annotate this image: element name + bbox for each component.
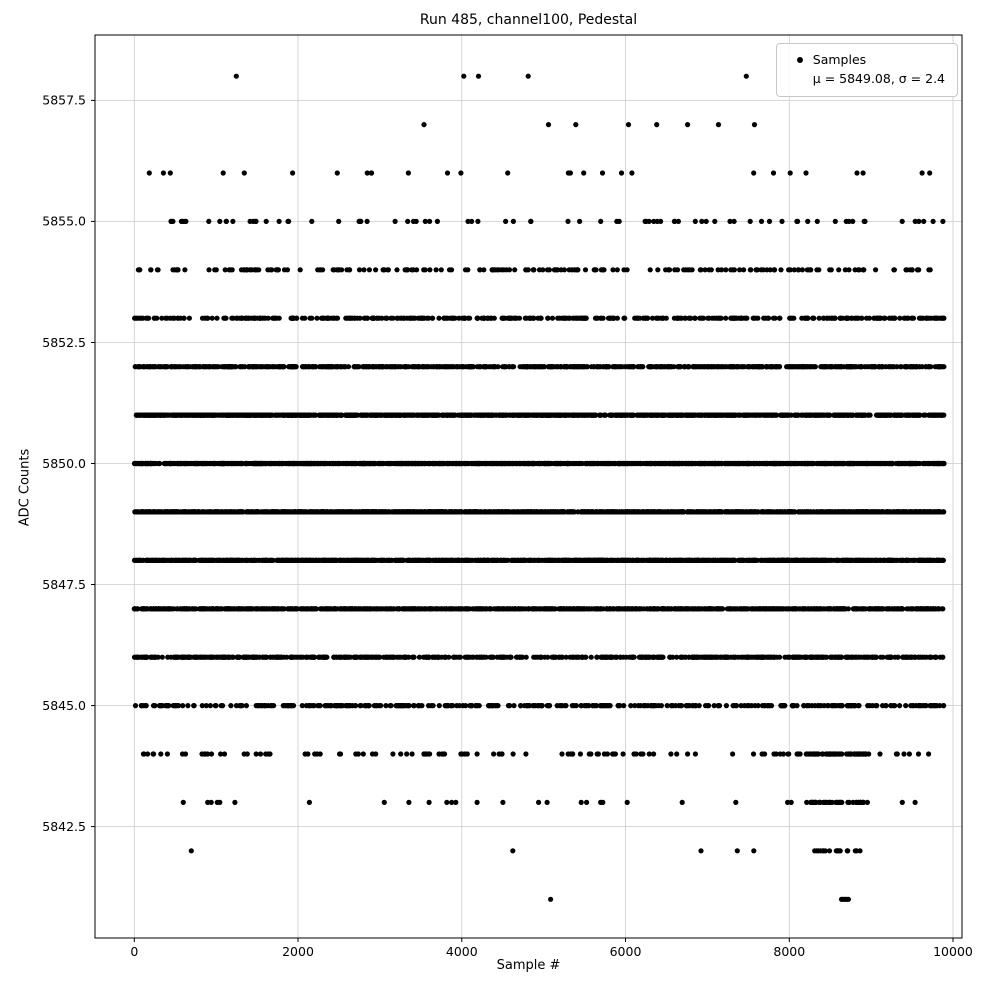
legend-entry-samples: Samples	[787, 51, 945, 70]
samples-marker-icon	[787, 57, 813, 64]
plot-title: Run 485, channel100, Pedestal	[419, 12, 638, 28]
legend-stats-label: μ = 5849.08, σ = 2.4	[812, 70, 945, 86]
x-axis-label: Sample #	[496, 958, 561, 973]
legend-samples-label: Samples	[812, 52, 867, 67]
y-axis-label: ADC Counts	[17, 448, 33, 527]
legend: Samples μ = 5849.08, σ = 2.4	[775, 43, 958, 97]
legend-entry-stats: μ = 5849.08, σ = 2.4	[787, 70, 945, 89]
